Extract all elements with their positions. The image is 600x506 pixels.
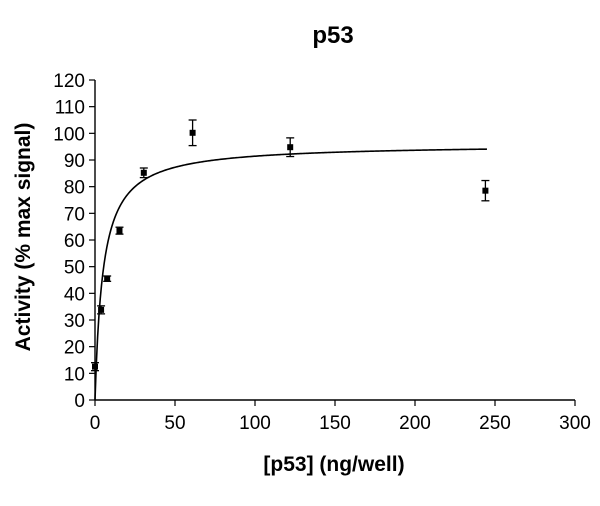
ticks: 0 50 100 150 200 250 300 0 10 20 30 40 50 60 70 80 90 100… (53, 71, 591, 434)
y-tick-label: 80 (64, 178, 85, 199)
y-tick-label: 100 (53, 124, 85, 145)
data-point (188, 119, 197, 147)
y-tick-label: 110 (55, 98, 85, 119)
x-axis-label: [p53] (ng/well) (263, 453, 404, 476)
x-tick-label: 250 (479, 413, 511, 434)
x-tick-label: 300 (559, 413, 591, 434)
y-axis-label: Activity (% max signal) (12, 123, 35, 352)
data-point (97, 305, 106, 315)
x-tick-label: 200 (399, 413, 431, 434)
y-tick-label: 20 (64, 338, 85, 359)
data-point (481, 179, 490, 202)
data-point (286, 137, 295, 158)
chart-title: p53 (312, 22, 353, 49)
y-tick-label: 120 (53, 71, 85, 92)
point-marker (98, 306, 105, 313)
fit-curve (94, 148, 488, 401)
y-tick-label: 30 (64, 311, 85, 332)
x-tick-label: 100 (239, 413, 271, 434)
point-marker (116, 227, 123, 234)
data-point (91, 362, 99, 372)
x-tick-label: 50 (164, 413, 185, 434)
data-point (139, 167, 148, 179)
point-marker (92, 363, 98, 370)
axes (94, 80, 575, 401)
y-tick-label: 40 (64, 284, 85, 305)
point-marker (287, 144, 294, 151)
y-tick-label: 90 (64, 151, 85, 172)
point-marker (189, 129, 196, 136)
y-tick-label: 60 (64, 231, 85, 252)
point-marker (104, 275, 111, 282)
point-marker (482, 187, 489, 194)
y-tick-label: 70 (64, 204, 85, 225)
data-points (91, 119, 490, 372)
y-tick-label: 50 (64, 258, 85, 279)
x-tick-label: 150 (319, 413, 351, 434)
x-tick-label: 0 (90, 413, 101, 434)
point-marker (140, 169, 147, 176)
y-tick-label: 0 (74, 391, 85, 412)
data-point (115, 226, 124, 235)
data-point (103, 275, 112, 282)
y-tick-label: 10 (64, 364, 85, 385)
